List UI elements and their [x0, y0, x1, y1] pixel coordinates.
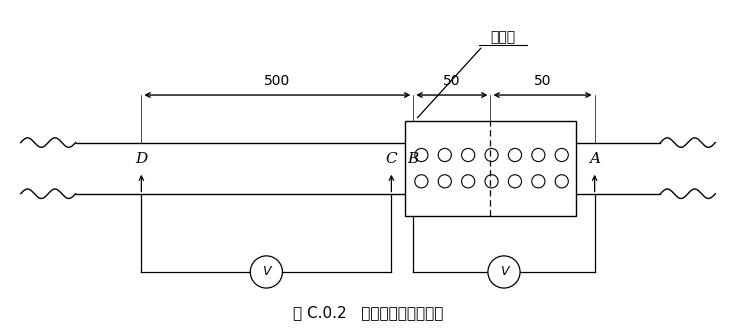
- Circle shape: [488, 256, 520, 288]
- Text: B: B: [408, 152, 419, 166]
- Text: D: D: [135, 152, 147, 166]
- Text: V: V: [262, 266, 271, 278]
- Text: V: V: [500, 266, 509, 278]
- Text: C: C: [386, 152, 397, 166]
- Text: 500: 500: [264, 74, 291, 88]
- Text: 50: 50: [443, 74, 461, 88]
- Text: 连接板: 连接板: [491, 30, 516, 44]
- Text: A: A: [589, 152, 600, 166]
- Bar: [405, 121, 576, 216]
- Text: 50: 50: [534, 74, 551, 88]
- Circle shape: [250, 256, 283, 288]
- Text: 图 C.0.2   电气连续性试验布置: 图 C.0.2 电气连续性试验布置: [293, 305, 443, 320]
